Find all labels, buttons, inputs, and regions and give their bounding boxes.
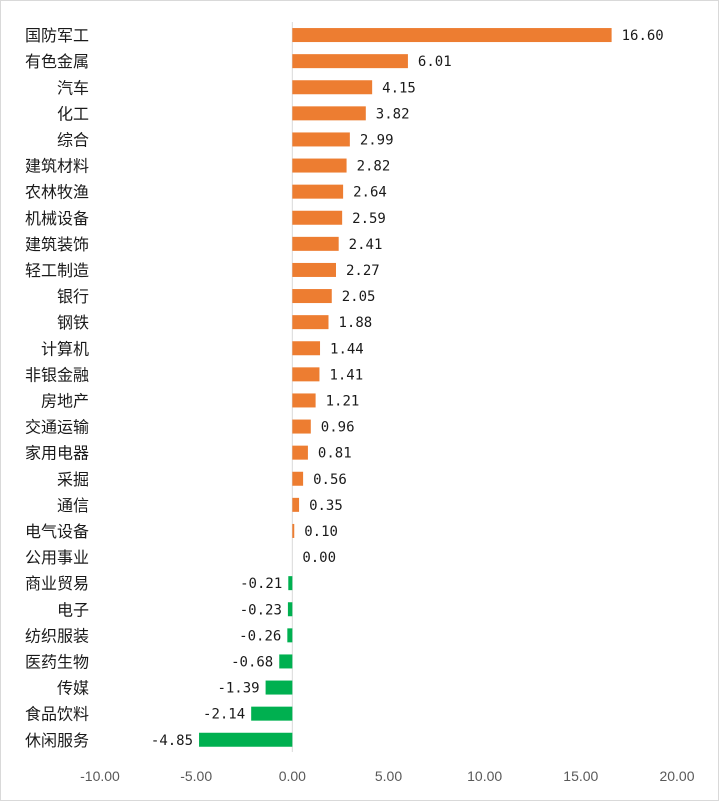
category-label: 电子 [57,600,89,619]
x-tick-label: 20.00 [659,768,694,784]
category-label: 建筑材料 [25,157,89,176]
data-label: 3.82 [376,106,410,122]
bar [292,367,320,382]
data-label: 2.05 [342,289,376,305]
data-label: 16.60 [622,28,664,44]
bar [292,184,344,199]
bar [292,54,408,69]
bar [287,628,293,643]
x-tick-label: 0.00 [279,768,306,784]
data-label: -4.85 [151,733,193,749]
data-label: 2.99 [360,132,394,148]
data-label: 1.41 [329,367,363,383]
data-label: 2.41 [349,237,383,253]
data-label: -1.39 [217,681,259,697]
bar [292,158,347,173]
category-label: 有色金属 [25,52,89,71]
data-label: 0.96 [321,420,355,436]
x-tick-label: -10.00 [80,768,120,784]
category-label: 传媒 [57,679,89,698]
bar [292,445,308,460]
data-label: -2.14 [203,707,245,723]
data-label: 1.88 [338,315,372,331]
bar [292,106,366,121]
data-label: 2.27 [346,263,380,279]
bar [292,497,300,512]
data-label: 2.82 [357,159,391,175]
category-label: 通信 [57,496,89,515]
category-label: 采掘 [57,470,89,489]
category-label: 汽车 [57,78,89,97]
bar [292,471,304,486]
category-label: 纺织服装 [25,626,89,645]
category-label: 商业贸易 [25,574,89,593]
x-tick-label: 5.00 [375,768,402,784]
category-label: 计算机 [41,339,89,358]
data-label: -0.68 [231,654,273,670]
category-label: 非银金融 [25,365,89,384]
bar [292,132,350,147]
data-label: 6.01 [418,54,452,70]
bar [292,289,332,304]
category-label: 国防军工 [25,26,89,45]
category-label: 医药生物 [25,652,89,671]
data-label: 0.10 [304,524,338,540]
bar [199,732,293,747]
category-label: 建筑装饰 [25,235,89,254]
x-tick-label: 10.00 [467,768,502,784]
category-label: 机械设备 [25,209,89,228]
category-label: 食品饮料 [25,705,89,724]
category-label: 家用电器 [25,444,89,463]
data-label: 4.15 [382,80,416,96]
category-label: 公用事业 [25,548,89,567]
x-tick-label: 15.00 [563,768,598,784]
category-label: 房地产 [41,391,89,410]
data-label: 0.81 [318,446,352,462]
x-tick-label: -5.00 [180,768,212,784]
category-label: 钢铁 [57,313,89,332]
bar [292,341,321,356]
bar [292,80,373,95]
bar [279,654,293,669]
category-label: 休闲服务 [25,731,89,750]
data-label: 2.64 [353,185,387,201]
category-label: 农林牧渔 [25,183,89,202]
bar [292,28,612,43]
bar [292,262,336,277]
data-label: 0.00 [302,550,336,566]
bar [292,523,295,538]
category-label: 综合 [57,130,89,149]
bar [292,236,339,251]
bar [287,602,293,617]
bar [292,419,311,434]
bar [292,315,329,330]
data-label: 0.35 [309,498,343,514]
category-label: 电气设备 [25,522,89,541]
data-label: 0.56 [313,472,347,488]
data-label: 2.59 [352,211,386,227]
bar [251,706,293,721]
bar [292,210,343,225]
bar [288,576,293,591]
category-label: 交通运输 [25,418,89,437]
bar [292,393,316,408]
category-label: 轻工制造 [25,261,89,280]
category-label: 化工 [57,104,89,123]
data-label: 1.21 [326,393,360,409]
data-label: -0.21 [240,576,282,592]
data-label: -0.26 [239,628,281,644]
category-label: 银行 [57,287,89,306]
data-label: 1.44 [330,341,364,357]
data-label: -0.23 [240,602,282,618]
bar [265,680,293,695]
